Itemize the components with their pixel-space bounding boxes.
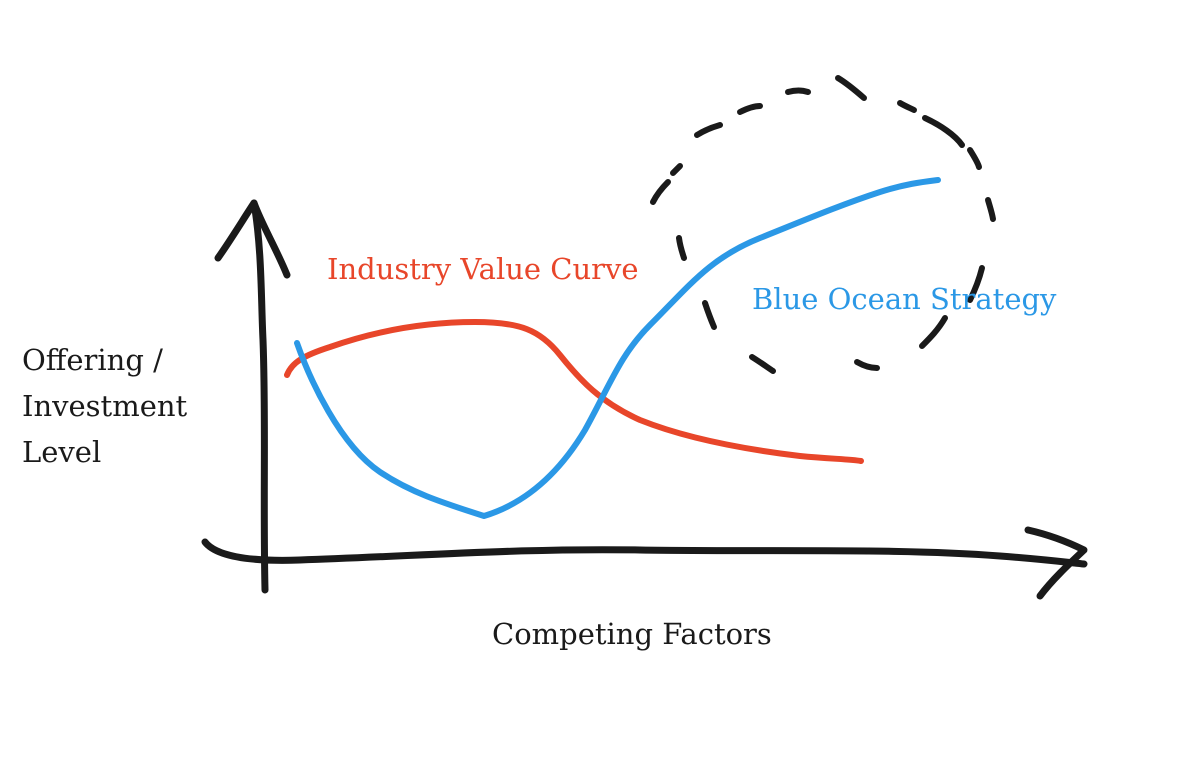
industry-value-curve-label: Industry Value Curve — [327, 252, 639, 286]
blue-ocean-strategy-curve-line — [294, 177, 941, 519]
x-axis — [201, 526, 1088, 600]
x-axis-line — [201, 538, 1088, 568]
x-axis-arrowhead — [1024, 526, 1088, 600]
y-axis-line — [250, 199, 269, 594]
y-axis-arrowhead — [214, 199, 291, 279]
y-axis — [214, 199, 291, 594]
x-axis-label: Competing Factors — [492, 617, 772, 651]
blue-ocean-highlight-dashed-circle — [650, 75, 996, 374]
y-axis-label: Offering / Investment Level — [22, 343, 188, 469]
blue-ocean-strategy-label: Blue Ocean Strategy — [752, 282, 1057, 316]
industry-value-curve-line — [284, 319, 864, 464]
